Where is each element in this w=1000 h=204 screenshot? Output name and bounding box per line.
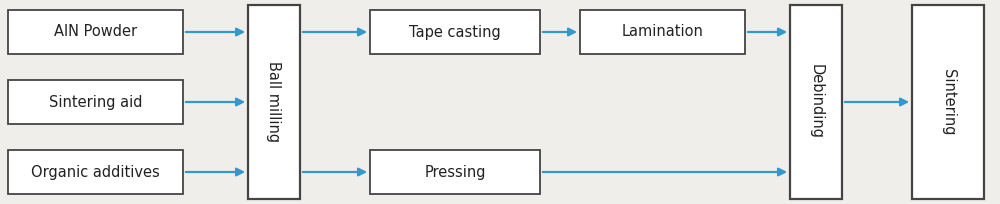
Text: AlN Powder: AlN Powder	[54, 24, 137, 40]
Bar	[8, 150, 183, 194]
Text: Lamination: Lamination	[622, 24, 703, 40]
Text: Organic additives: Organic additives	[31, 164, 160, 180]
Text: Sintering: Sintering	[940, 69, 956, 135]
Text: Sintering aid: Sintering aid	[49, 94, 142, 110]
Bar	[248, 5, 300, 199]
Bar	[912, 5, 984, 199]
Text: Debinding: Debinding	[808, 64, 824, 140]
Bar	[370, 10, 540, 54]
Text: Pressing: Pressing	[424, 164, 486, 180]
Text: Tape casting: Tape casting	[409, 24, 501, 40]
Bar	[790, 5, 842, 199]
Bar	[8, 10, 183, 54]
Bar	[8, 80, 183, 124]
Bar	[370, 150, 540, 194]
Text: Ball milling: Ball milling	[266, 61, 282, 143]
Bar	[580, 10, 745, 54]
